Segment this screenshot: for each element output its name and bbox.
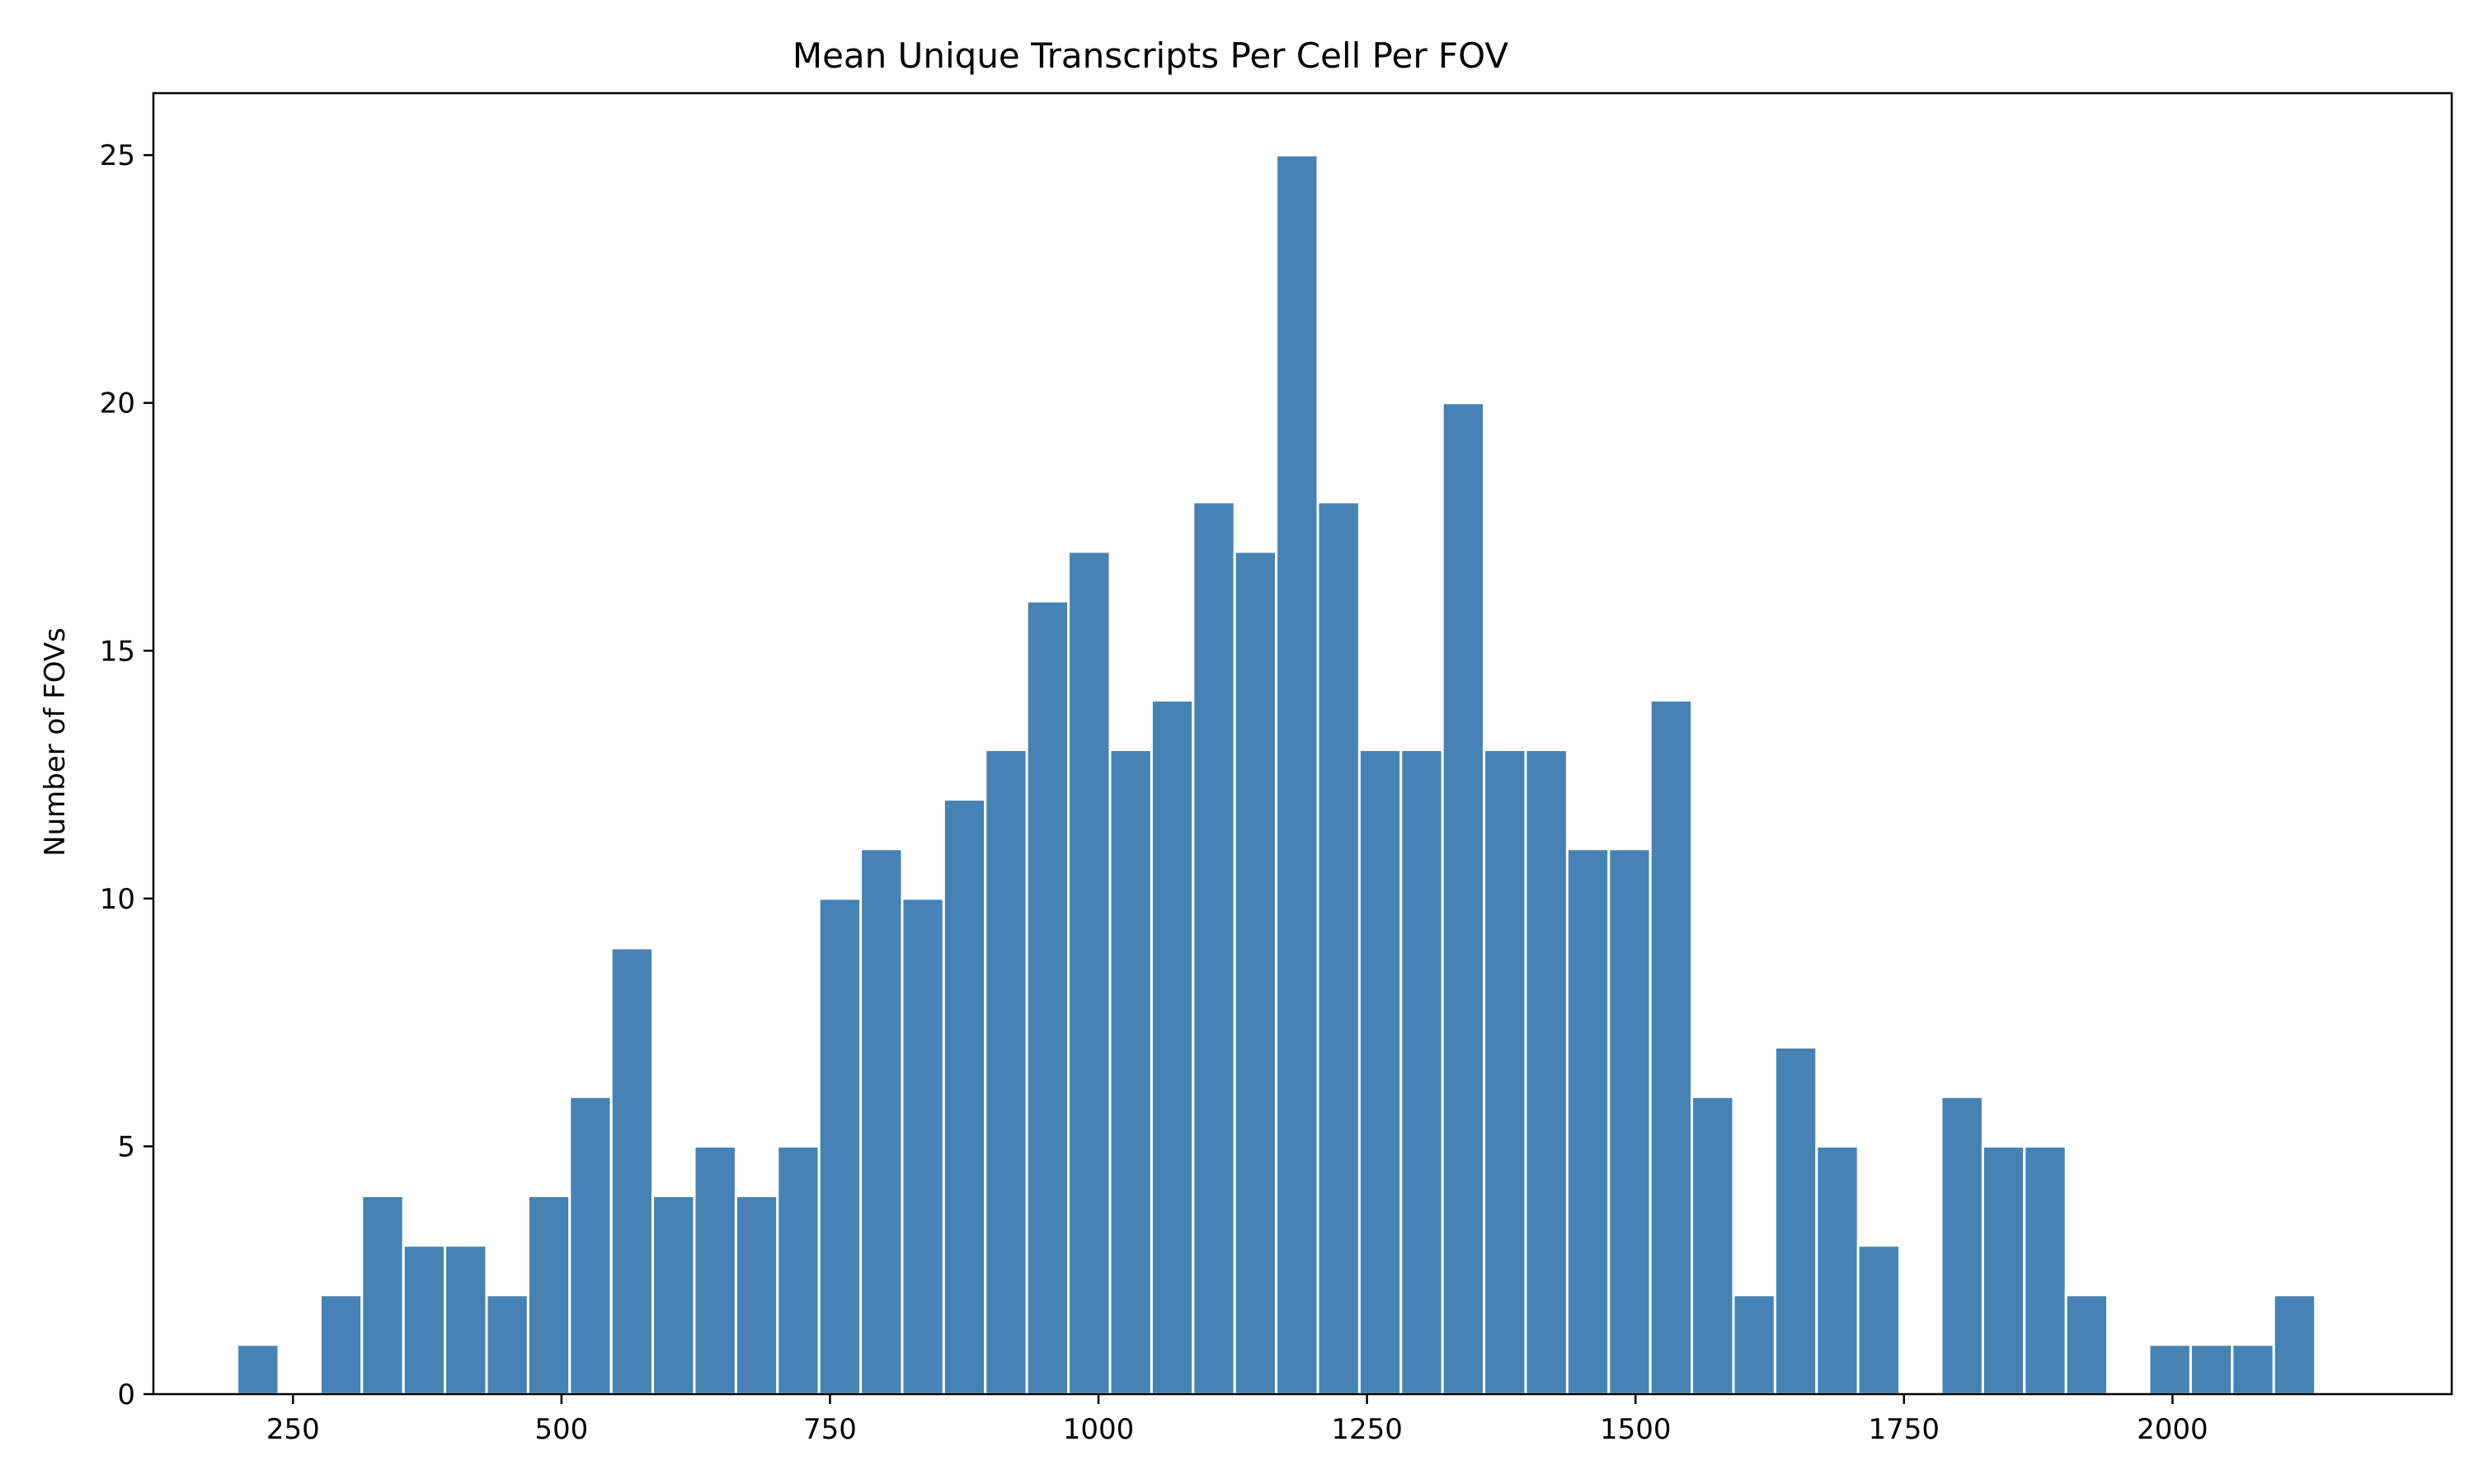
histogram-bar bbox=[901, 897, 945, 1396]
histogram-bar bbox=[1108, 749, 1153, 1396]
y-tick-label: 15 bbox=[100, 635, 135, 668]
histogram-bar bbox=[734, 1195, 779, 1396]
histogram-bar bbox=[2231, 1343, 2275, 1396]
histogram-bar bbox=[942, 798, 987, 1396]
histogram-bar bbox=[444, 1244, 488, 1396]
chart-title: Mean Unique Transcripts Per Cell Per FOV bbox=[793, 35, 1509, 76]
histogram-bar bbox=[1233, 550, 1278, 1396]
histogram-bar bbox=[776, 1144, 821, 1396]
x-tick-label: 750 bbox=[803, 1413, 857, 1446]
histogram-bar bbox=[609, 946, 655, 1396]
bars-group bbox=[236, 153, 2317, 1396]
histogram-bar bbox=[318, 1294, 364, 1396]
y-tick-label: 25 bbox=[100, 139, 135, 172]
x-tick-label: 1500 bbox=[1600, 1413, 1672, 1446]
histogram-bar bbox=[1192, 500, 1236, 1396]
histogram-bar bbox=[1316, 500, 1361, 1396]
histogram-bar bbox=[2189, 1343, 2234, 1396]
histogram-bar bbox=[2147, 1343, 2192, 1396]
x-tick-label: 1750 bbox=[1869, 1413, 1940, 1446]
x-axis: 250 500 750 1000 1250 1500 1750 2000 bbox=[266, 1394, 2208, 1446]
histogram-bar bbox=[651, 1195, 696, 1396]
x-tick-label: 250 bbox=[266, 1413, 320, 1446]
y-tick-label: 0 bbox=[117, 1378, 135, 1411]
histogram-bar bbox=[1773, 1045, 1818, 1396]
histogram-bar bbox=[817, 897, 863, 1396]
histogram-bar bbox=[1691, 1095, 1735, 1396]
histogram-bar bbox=[1025, 599, 1070, 1396]
histogram-bar bbox=[1441, 402, 1486, 1396]
x-tick-label: 1250 bbox=[1331, 1413, 1403, 1446]
histogram-bar bbox=[1815, 1144, 1860, 1396]
histogram-bar bbox=[568, 1095, 613, 1396]
x-tick-label: 2000 bbox=[2137, 1413, 2208, 1446]
y-axis: 0 5 10 15 20 25 bbox=[100, 139, 153, 1411]
histogram-bar bbox=[984, 749, 1028, 1396]
y-tick-label: 10 bbox=[100, 883, 135, 916]
x-tick-label: 500 bbox=[534, 1413, 588, 1446]
histogram-bar bbox=[1607, 848, 1652, 1396]
histogram-bar bbox=[1150, 698, 1195, 1396]
histogram-bar bbox=[1483, 749, 1527, 1396]
histogram-bar bbox=[2272, 1294, 2317, 1396]
histogram-bar bbox=[1357, 749, 1403, 1396]
plot-frame bbox=[152, 92, 2453, 1396]
histogram-bar bbox=[1067, 550, 1112, 1396]
histogram-bar bbox=[1940, 1095, 1984, 1396]
histogram-bar bbox=[2023, 1144, 2067, 1396]
histogram-bar bbox=[1565, 848, 1611, 1396]
histogram-bar bbox=[402, 1244, 447, 1396]
histogram-bar bbox=[859, 848, 904, 1396]
histogram-bar bbox=[360, 1195, 405, 1396]
histogram-bar bbox=[1981, 1144, 2026, 1396]
histogram-bar bbox=[2064, 1294, 2109, 1396]
histogram-bar bbox=[693, 1144, 737, 1396]
x-tick-label: 1000 bbox=[1063, 1413, 1135, 1446]
histogram-bar bbox=[1649, 698, 1694, 1396]
y-axis-title: Number of FOVs bbox=[39, 627, 72, 857]
histogram-bar bbox=[1524, 749, 1569, 1396]
histogram-bar bbox=[1732, 1294, 1776, 1396]
y-tick-label: 20 bbox=[100, 387, 135, 420]
histogram-bar bbox=[485, 1294, 529, 1396]
histogram-bar bbox=[1399, 749, 1444, 1396]
y-tick-label: 5 bbox=[117, 1130, 135, 1163]
histogram-bar bbox=[236, 1343, 280, 1396]
histogram-bar bbox=[1275, 153, 1319, 1396]
histogram-bar bbox=[526, 1195, 571, 1396]
histogram-bar bbox=[1856, 1244, 1902, 1396]
